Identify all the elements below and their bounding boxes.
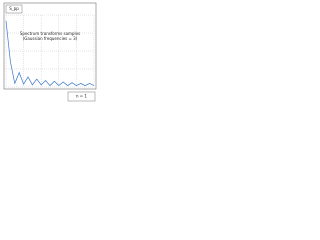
chart: S_pp Spectrum transforms samples (Gaussi… [3,2,97,102]
legend-box [67,91,96,102]
title-box [5,4,23,14]
data-line [5,20,95,87]
legend-label: n = 1 [76,94,87,99]
subtitle: Spectrum transforms samples [20,31,80,36]
chart-title: S_pp [9,6,19,11]
annotation: (Gaussian frequencies = 3) [23,36,78,41]
plot-frame [3,2,97,90]
